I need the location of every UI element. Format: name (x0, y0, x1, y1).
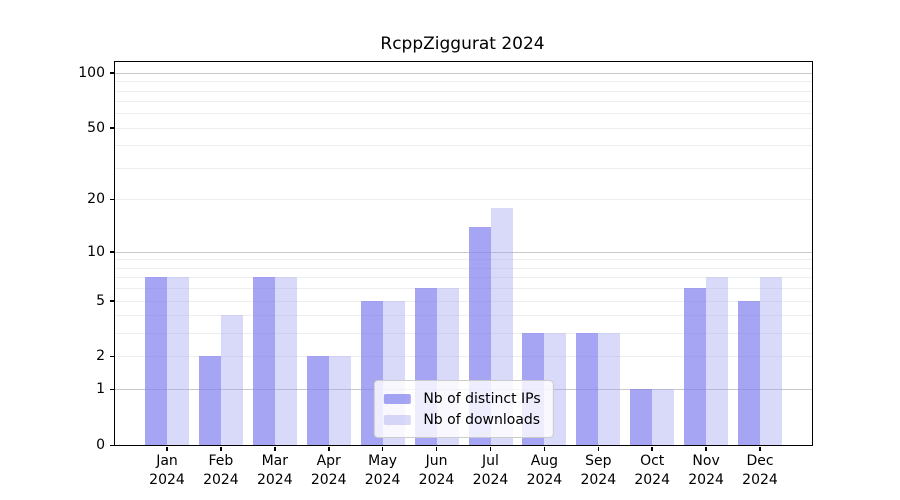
gridline-4 (115, 315, 812, 317)
bar-ips-nov (684, 288, 707, 445)
x-tick-mark-feb (220, 446, 222, 451)
gridline-100 (115, 72, 812, 74)
legend: Nb of distinct IPs Nb of downloads (373, 380, 554, 438)
y-tick-mark-2 (109, 355, 114, 358)
x-tick-label-aug: Aug 2024 (526, 453, 563, 488)
y-tick-mark-1 (109, 388, 114, 391)
y-tick-mark-50 (109, 127, 114, 129)
y-tick-label-2: 2 (96, 348, 105, 365)
gridline-70 (115, 101, 812, 103)
bar-ips-dec (738, 300, 760, 445)
x-tick-mark-sep (597, 446, 599, 451)
bar-ips-apr (306, 356, 329, 445)
bar-downloads-feb (220, 315, 243, 445)
y-tick-mark-20 (109, 198, 114, 201)
gridline-60 (115, 113, 812, 115)
bar-downloads-jan (167, 277, 189, 445)
x-tick-label-feb: Feb 2024 (203, 453, 239, 488)
gridline-40 (115, 145, 812, 147)
x-tick-mark-may (381, 446, 384, 451)
bar-downloads-nov (706, 277, 729, 445)
bar-ips-sep (576, 333, 599, 445)
bar-ips-jan (145, 277, 167, 445)
x-tick-mark-mar (274, 446, 276, 451)
bar-downloads-dec (760, 277, 782, 445)
gridline-3 (115, 333, 812, 335)
legend-swatch-ips (383, 393, 411, 404)
y-tick-mark-0 (109, 444, 114, 446)
bar-downloads-oct (652, 389, 675, 445)
y-tick-label-5: 5 (96, 292, 105, 309)
x-tick-mark-jan (166, 446, 168, 451)
bar-downloads-apr (328, 356, 351, 445)
x-tick-label-nov: Nov 2024 (688, 453, 724, 488)
legend-label-downloads: Nb of downloads (423, 411, 541, 428)
x-tick-mark-jun (435, 446, 438, 451)
legend-item-distinct-ips: Nb of distinct IPs (383, 388, 541, 409)
y-tick-mark-10 (109, 251, 114, 253)
x-tick-label-jan: Jan 2024 (149, 453, 185, 488)
bar-ips-oct (630, 389, 653, 445)
gridline-8 (115, 267, 812, 269)
gridline-90 (115, 81, 812, 83)
chart-title: RcppZiggurat 2024 (380, 34, 545, 54)
bar-downloads-sep (598, 333, 621, 445)
gridline-7 (115, 277, 812, 279)
gridline-9 (115, 259, 812, 261)
gridline-20 (115, 199, 812, 201)
bar-downloads-mar (274, 277, 297, 445)
x-tick-mark-jul (489, 446, 492, 451)
y-tick-mark-100 (109, 72, 114, 74)
gridline-5 (115, 300, 812, 302)
x-tick-label-oct: Oct 2024 (634, 453, 670, 488)
x-tick-mark-dec (759, 446, 761, 451)
gridline-50 (115, 127, 812, 129)
x-tick-label-jul: Jul 2024 (472, 453, 509, 488)
legend-item-downloads: Nb of downloads (383, 409, 540, 430)
x-tick-label-may: May 2024 (364, 453, 401, 488)
x-tick-mark-nov (705, 446, 707, 451)
x-tick-label-mar: Mar 2024 (256, 453, 293, 488)
x-tick-label-apr: Apr 2024 (310, 453, 347, 488)
x-tick-label-dec: Dec 2024 (742, 453, 778, 488)
gridline-2 (115, 356, 812, 358)
y-tick-label-100: 100 (78, 64, 105, 81)
x-tick-label-jun: Jun 2024 (418, 453, 455, 488)
y-tick-mark-5 (109, 300, 114, 302)
y-tick-label-1: 1 (96, 381, 105, 398)
y-tick-label-20: 20 (87, 191, 105, 208)
gridline-80 (115, 90, 812, 92)
legend-swatch-downloads (383, 414, 411, 425)
x-tick-label-sep: Sep 2024 (580, 453, 617, 488)
x-tick-mark-oct (651, 446, 653, 451)
legend-label-ips: Nb of distinct IPs (423, 390, 541, 407)
y-tick-label-0: 0 (96, 437, 105, 453)
y-tick-label-10: 10 (87, 243, 105, 260)
gridline-10 (115, 251, 812, 253)
bar-ips-mar (252, 277, 275, 445)
gridline-30 (115, 168, 812, 169)
bar-ips-feb (198, 356, 221, 445)
x-tick-mark-aug (543, 446, 546, 451)
x-tick-mark-apr (328, 446, 330, 451)
y-tick-label-50: 50 (87, 119, 105, 136)
gridline-6 (115, 288, 812, 289)
plot-area: 0 1 2 5 10 20 50 100 Jan 2024 Feb 2024 Mar 2024 Apr 202… (78, 61, 813, 488)
